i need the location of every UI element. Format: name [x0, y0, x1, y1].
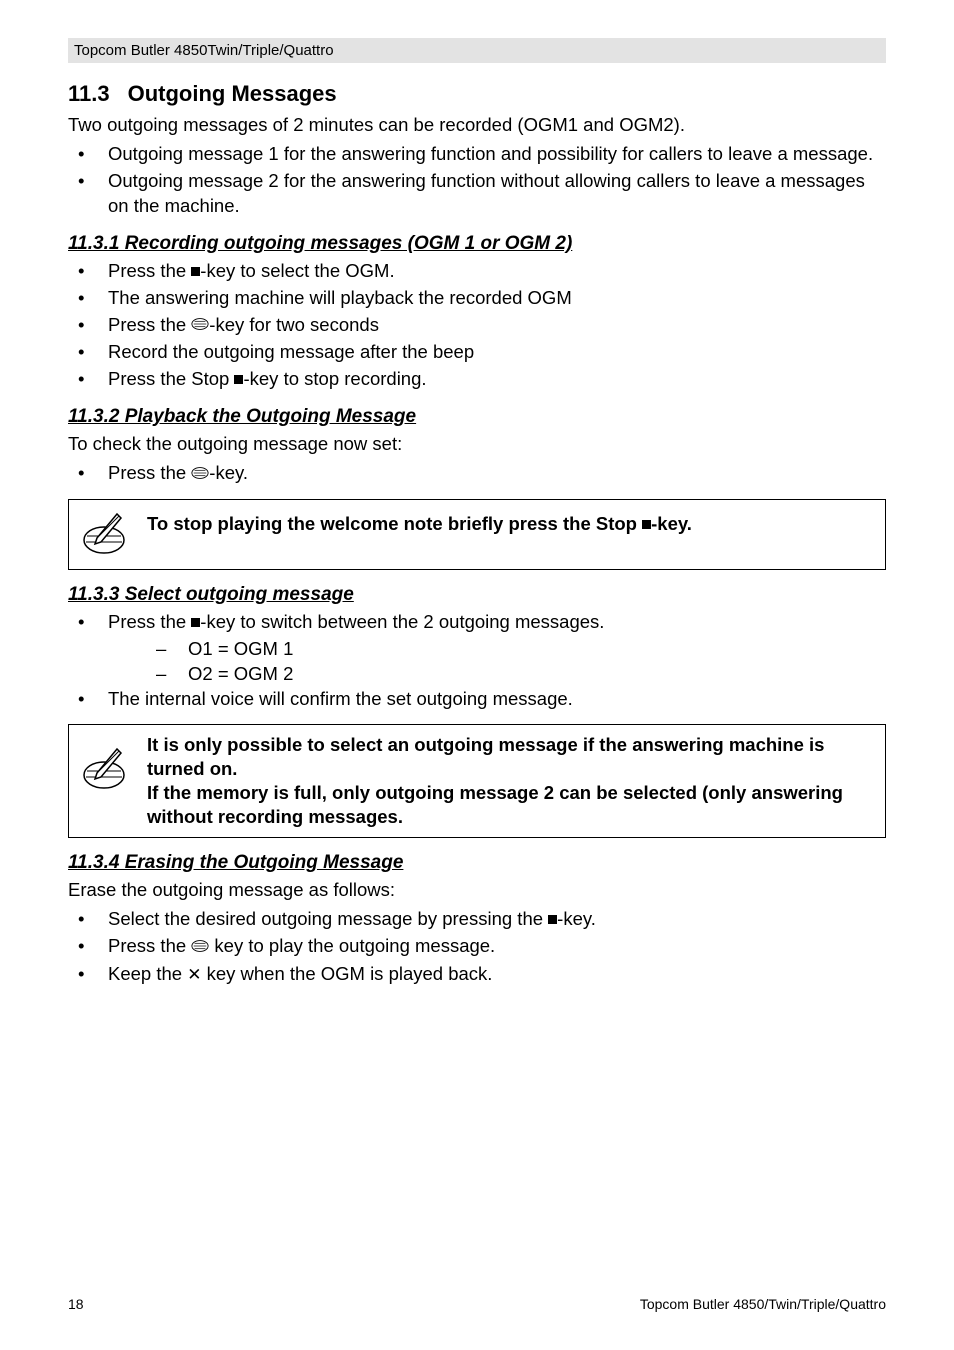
sub1-b1-b: -key to select the OGM. — [200, 260, 394, 281]
sub4-b2-a: Press the — [108, 935, 191, 956]
sub2-b1-a: Press the — [108, 462, 191, 483]
sub4-b1: Select the desired outgoing message by p… — [68, 907, 886, 932]
sub1-b5: Press the Stop -key to stop recording. — [68, 367, 886, 392]
sub2-intro: To check the outgoing message now set: — [68, 432, 886, 457]
sub3-list-a: Press the -key to switch between the 2 o… — [68, 610, 886, 635]
sub1-b1-a: Press the — [108, 260, 191, 281]
sub1-b3-b: -key for two seconds — [209, 314, 379, 335]
sub1-b5-a: Press the Stop — [108, 368, 234, 389]
stop-icon — [642, 520, 651, 529]
sub1-b4: Record the outgoing message after the be… — [68, 340, 886, 365]
sub3-heading: 11.3.3 Select outgoing message — [68, 584, 886, 606]
section-title: Outgoing Messages — [128, 81, 337, 106]
sub4-list: Select the desired outgoing message by p… — [68, 907, 886, 987]
sub2-heading: 11.3.2 Playback the Outgoing Message — [68, 406, 886, 428]
mic-icon — [191, 462, 209, 487]
intro-bullet-list: Outgoing message 1 for the answering fun… — [68, 142, 886, 219]
sub4-b3-a: Keep the — [108, 963, 187, 984]
sub3-d2: O2 = OGM 2 — [68, 662, 886, 687]
note-box-2: It is only possible to select an outgoin… — [68, 724, 886, 838]
sub4-heading: 11.3.4 Erasing the Outgoing Message — [68, 852, 886, 874]
mic-icon — [191, 313, 209, 338]
stop-icon — [548, 915, 557, 924]
sub4-b1-a: Select the desired outgoing message by p… — [108, 908, 548, 929]
note1-content: To stop playing the welcome note briefly… — [147, 508, 875, 537]
sub2-list: Press the -key. — [68, 461, 886, 487]
sub2-b1-b: -key. — [209, 462, 248, 483]
sub3-b1-b: -key to switch between the 2 outgoing me… — [200, 611, 604, 632]
note1-b: -key. — [651, 513, 692, 534]
header-bar: Topcom Butler 4850Twin/Triple/Quattro — [68, 38, 886, 63]
footer: 18 Topcom Butler 4850/Twin/Triple/Quattr… — [68, 1296, 886, 1312]
x-icon: ✕ — [187, 965, 201, 984]
stop-icon — [191, 618, 200, 627]
sub3-b1-a: Press the — [108, 611, 191, 632]
sub4-b1-b: -key. — [557, 908, 596, 929]
sub2-b1: Press the -key. — [68, 461, 886, 487]
sub1-b5-b: -key to stop recording. — [243, 368, 426, 389]
sub4-intro: Erase the outgoing message as follows: — [68, 878, 886, 903]
section-heading: 11.3 Outgoing Messages — [68, 81, 886, 107]
note1-a: To stop playing the welcome note briefly… — [147, 513, 642, 534]
note2-line1: It is only possible to select an outgoin… — [147, 733, 875, 781]
sub4-b3-b: key when the OGM is played back. — [201, 963, 492, 984]
sub1-b1: Press the -key to select the OGM. — [68, 259, 886, 284]
section-number: 11.3 — [68, 81, 110, 106]
sub1-heading: 11.3.1 Recording outgoing messages (OGM … — [68, 233, 886, 255]
footer-right: Topcom Butler 4850/Twin/Triple/Quattro — [640, 1296, 886, 1312]
sub3-list-b: The internal voice will confirm the set … — [68, 687, 886, 712]
note2-line2: If the memory is full, only outgoing mes… — [147, 781, 875, 829]
intro-bullet-2: Outgoing message 2 for the answering fun… — [68, 169, 886, 219]
sub1-b2: The answering machine will playback the … — [68, 286, 886, 311]
sub4-b3: Keep the ✕ key when the OGM is played ba… — [68, 962, 886, 987]
sub4-b2: Press the key to play the outgoing messa… — [68, 934, 886, 960]
sub3-d1: O1 = OGM 1 — [68, 637, 886, 662]
sub3-b1: Press the -key to switch between the 2 o… — [68, 610, 886, 635]
section-intro: Two outgoing messages of 2 minutes can b… — [68, 113, 886, 138]
pencil-note-icon — [79, 508, 129, 561]
sub1-list: Press the -key to select the OGM. The an… — [68, 259, 886, 392]
sub3-b2: The internal voice will confirm the set … — [68, 687, 886, 712]
note-box-1: To stop playing the welcome note briefly… — [68, 499, 886, 570]
intro-bullet-1: Outgoing message 1 for the answering fun… — [68, 142, 886, 167]
sub1-b3: Press the -key for two seconds — [68, 313, 886, 339]
sub1-b3-a: Press the — [108, 314, 191, 335]
pencil-note-icon — [79, 743, 129, 796]
sub4-b2-b: key to play the outgoing message. — [209, 935, 495, 956]
stop-icon — [191, 267, 200, 276]
page-number: 18 — [68, 1296, 84, 1312]
mic-icon — [191, 935, 209, 960]
sub3-dash-list: O1 = OGM 1 O2 = OGM 2 — [68, 637, 886, 687]
note2-content: It is only possible to select an outgoin… — [147, 733, 875, 829]
